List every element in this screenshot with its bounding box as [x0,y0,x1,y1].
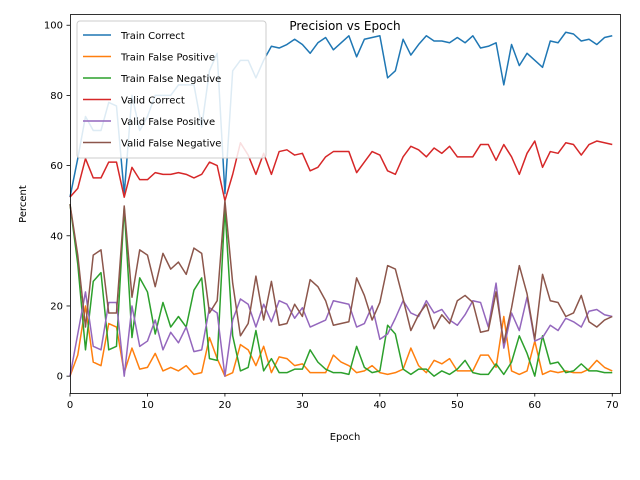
y-tick-label: 60 [50,161,63,172]
legend-box [76,20,267,159]
x-axis-label: Epoch [330,432,361,443]
series-line-5 [69,199,613,344]
x-tick-label: 10 [141,400,154,411]
x-tick-label: 30 [296,400,309,411]
y-tick-label: 40 [50,231,63,242]
chart-title: Precision vs Epoch [289,19,400,33]
legend-label: Valid Correct [121,96,185,107]
x-axis-ticks: 0 10 20 30 40 50 60 70 [67,393,619,411]
x-tick-label: 0 [67,400,73,411]
y-tick-label: 80 [50,91,63,102]
series-line-3 [69,140,613,202]
x-tick-label: 20 [219,400,232,411]
x-tick-label: 50 [451,400,464,411]
legend-label: Train False Positive [120,53,215,64]
y-tick-label: 20 [50,301,63,312]
x-tick-label: 60 [528,400,541,411]
series-line-1 [69,305,613,377]
legend-label: Train Correct [120,31,185,42]
series-line-4 [69,282,613,377]
legend: Train Correct Train False Positive Train F… [76,20,267,159]
y-axis-ticks: 0 20 40 60 80 100 [44,21,70,383]
y-tick-label: 100 [44,21,63,32]
series-line-2 [69,204,613,377]
legend-label: Valid False Positive [121,117,215,128]
x-tick-label: 70 [606,400,619,411]
legend-label: Valid False Negative [121,139,221,150]
plot-frame [70,14,621,394]
x-tick-label: 40 [373,400,386,411]
y-axis-label: Percent [18,185,29,223]
y-tick-label: 0 [57,372,63,383]
legend-label: Train False Negative [120,74,221,85]
